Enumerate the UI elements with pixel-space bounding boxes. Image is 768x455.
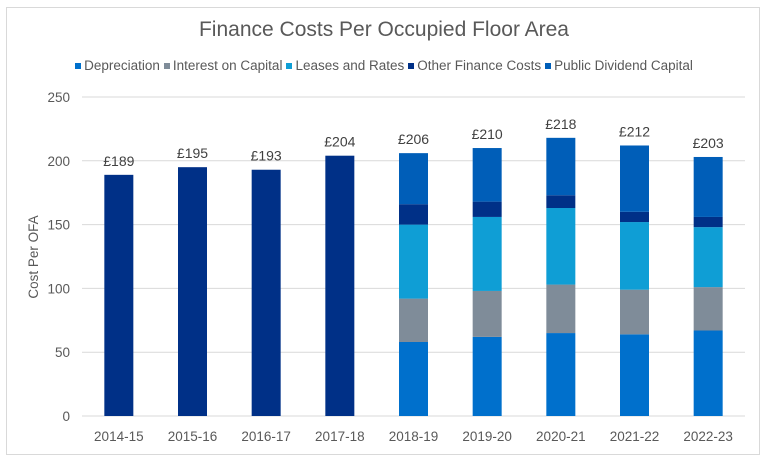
legend-swatch: [163, 63, 170, 70]
bar-segment: [546, 137, 576, 196]
bar-segment: [399, 204, 428, 225]
data-label: £218: [545, 116, 576, 132]
data-label: £195: [177, 145, 208, 161]
bar-segment: [620, 222, 649, 290]
bar-segment: [546, 333, 576, 416]
legend-item: Public Dividend Capital: [545, 58, 693, 73]
bar-segment: [472, 290, 502, 337]
x-tick-label: 2022-23: [683, 429, 733, 444]
legend-swatch: [286, 63, 293, 70]
data-label: £204: [324, 134, 355, 150]
legend-label: Other Finance Costs: [417, 58, 542, 73]
bar-segment: [693, 330, 723, 416]
legend-label: Leases and Rates: [295, 58, 405, 73]
bar-segment: [693, 287, 723, 331]
bar-segment: [620, 145, 649, 212]
bar-segment: [399, 341, 428, 416]
x-tick-label: 2016-17: [241, 429, 291, 444]
bar-segment: [620, 334, 649, 416]
bar-segment: [399, 153, 428, 205]
x-tick-label: 2014-15: [94, 429, 144, 444]
legend-item: Leases and Rates: [286, 58, 404, 73]
y-tick-label: 0: [62, 409, 70, 424]
x-tick-label: 2019-20: [462, 429, 512, 444]
legend-label: Depreciation: [84, 58, 160, 73]
chart-title: Finance Costs Per Occupied Floor Area: [198, 18, 569, 41]
bar-segment: [178, 167, 207, 416]
y-tick-label: 250: [47, 90, 70, 105]
bar-segment: [546, 284, 576, 334]
legend-label: Public Dividend Capital: [554, 58, 693, 73]
bar-segment: [472, 148, 502, 202]
legend-swatch: [75, 63, 82, 70]
bar-segment: [693, 216, 723, 228]
y-axis-label: Cost Per OFA: [26, 215, 41, 298]
y-tick-label: 50: [55, 345, 70, 360]
bar-segment: [546, 195, 576, 209]
x-tick-label: 2015-16: [168, 429, 218, 444]
y-tick-label: 150: [47, 218, 70, 233]
x-tick-label: 2017-18: [315, 429, 365, 444]
data-label: £203: [693, 135, 724, 151]
bar-segment: [693, 156, 723, 217]
bar-segment: [472, 216, 502, 291]
bar-segment: [251, 169, 281, 416]
bar-segment: [546, 208, 576, 285]
bar-segment: [399, 298, 428, 342]
legend-item: Other Finance Costs: [408, 58, 541, 73]
legend-item: Depreciation: [75, 58, 160, 73]
bar-segment: [325, 155, 355, 417]
legend-swatch: [408, 63, 415, 70]
legend-label: Interest on Capital: [172, 58, 283, 73]
y-tick-label: 200: [47, 154, 70, 169]
data-label: £193: [251, 148, 282, 164]
bar-segment: [693, 227, 723, 288]
data-label: £206: [398, 131, 429, 147]
chart-legend: Depreciation Interest on Capital Leases an…: [0, 58, 768, 73]
bar-segment: [620, 211, 649, 223]
data-label: £210: [472, 126, 503, 142]
bar-segment: [472, 336, 502, 416]
bar-segment: [104, 174, 134, 416]
x-tick-label: 2021-22: [610, 429, 660, 444]
x-tick-label: 2020-21: [536, 429, 586, 444]
y-tick-label: 100: [47, 281, 70, 296]
bar-segment: [399, 224, 428, 299]
legend-item: Interest on Capital: [163, 58, 283, 73]
data-label: £189: [103, 153, 134, 169]
bar-segment: [472, 201, 502, 217]
data-label: £212: [619, 123, 650, 139]
legend-swatch: [545, 63, 552, 70]
x-tick-label: 2018-19: [389, 429, 439, 444]
bar-segment: [620, 289, 649, 335]
